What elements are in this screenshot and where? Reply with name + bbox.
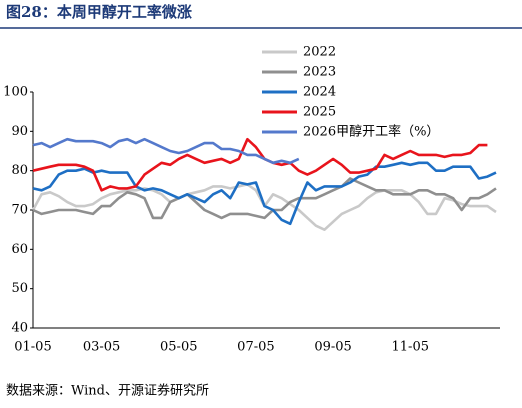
x-tick-label: 07-05 — [237, 340, 274, 355]
x-tick-label: 03-05 — [83, 340, 120, 355]
y-tick-label: 90 — [11, 124, 28, 139]
y-tick-label: 50 — [11, 281, 28, 296]
x-tick-label: 01-05 — [14, 340, 51, 355]
legend-label: 2025 — [303, 105, 336, 120]
x-tick-label: 09-05 — [314, 340, 351, 355]
source-note: 数据来源：Wind、开源证券研究所 — [6, 383, 209, 399]
series-line — [32, 177, 497, 220]
chart-title: 图28：本周甲醇开工率微涨 — [6, 3, 192, 21]
x-tick-label: 05-05 — [160, 340, 197, 355]
series-line — [32, 137, 488, 192]
y-tick-label: 40 — [11, 321, 28, 336]
y-tick-label: 70 — [11, 203, 28, 218]
legend-label: 2023 — [303, 65, 336, 80]
legend-label: 2022 — [303, 45, 336, 60]
legend-label: 2026甲醇开工率（%） — [303, 124, 439, 140]
series-line — [32, 161, 497, 226]
y-tick-label: 60 — [11, 242, 28, 257]
legend-label: 2024 — [303, 85, 336, 100]
y-tick-label: 100 — [3, 85, 28, 100]
x-tick-label: 11-05 — [392, 340, 429, 355]
y-tick-label: 80 — [11, 163, 28, 178]
series-line — [32, 137, 300, 165]
